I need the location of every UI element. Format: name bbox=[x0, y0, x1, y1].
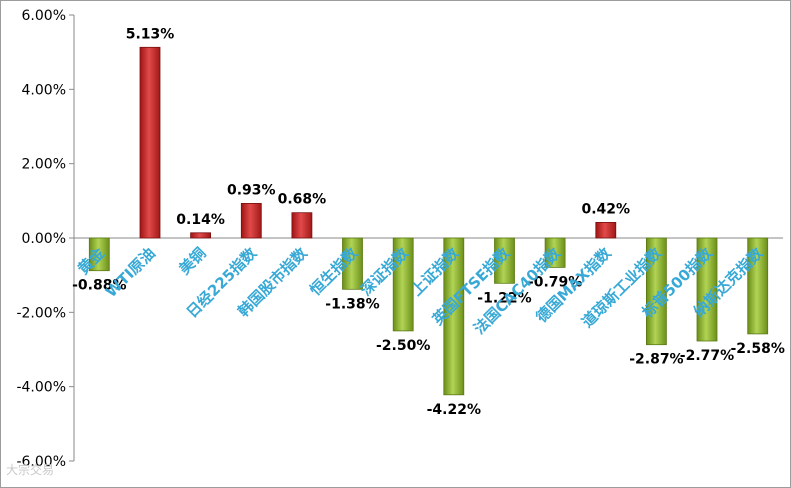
data-label: -2.87% bbox=[629, 352, 683, 368]
data-label: -1.22% bbox=[477, 290, 531, 306]
data-label: -4.22% bbox=[427, 402, 481, 418]
y-tick-label: 0.00% bbox=[22, 231, 66, 247]
data-label: 0.42% bbox=[582, 201, 631, 217]
bar bbox=[392, 237, 414, 332]
y-tick-label: -6.00% bbox=[16, 454, 66, 470]
bar bbox=[696, 237, 718, 342]
bar bbox=[291, 212, 313, 239]
bar bbox=[595, 221, 617, 239]
data-label: -2.58% bbox=[731, 341, 785, 357]
category-label: WTI原油 bbox=[102, 244, 159, 301]
data-label: 0.68% bbox=[278, 192, 327, 208]
bar bbox=[443, 237, 465, 396]
y-tick-label: 2.00% bbox=[22, 157, 66, 173]
bar bbox=[190, 232, 212, 239]
bar bbox=[139, 46, 161, 239]
y-tick-label: 4.00% bbox=[22, 82, 66, 98]
y-tick-label: -4.00% bbox=[16, 380, 66, 396]
bar bbox=[646, 237, 667, 346]
data-label: 5.13% bbox=[126, 26, 175, 42]
bar bbox=[342, 237, 363, 290]
bar bbox=[494, 237, 515, 284]
data-label: -2.50% bbox=[376, 338, 430, 354]
data-label: -0.79% bbox=[528, 274, 582, 290]
data-label: -1.38% bbox=[325, 296, 379, 312]
bar bbox=[88, 237, 110, 272]
data-label: 0.93% bbox=[227, 182, 276, 198]
bar bbox=[544, 237, 566, 268]
bar bbox=[240, 202, 262, 239]
y-tick-label: -2.00% bbox=[16, 305, 66, 321]
data-label: -2.77% bbox=[680, 348, 734, 364]
watermark: 大宗交易 bbox=[6, 463, 55, 477]
bar bbox=[747, 237, 769, 335]
data-label: 0.14% bbox=[176, 212, 225, 228]
data-label: -0.88% bbox=[72, 278, 126, 294]
category-label: 美铜 bbox=[175, 244, 209, 278]
y-tick-label: 6.00% bbox=[22, 8, 66, 24]
